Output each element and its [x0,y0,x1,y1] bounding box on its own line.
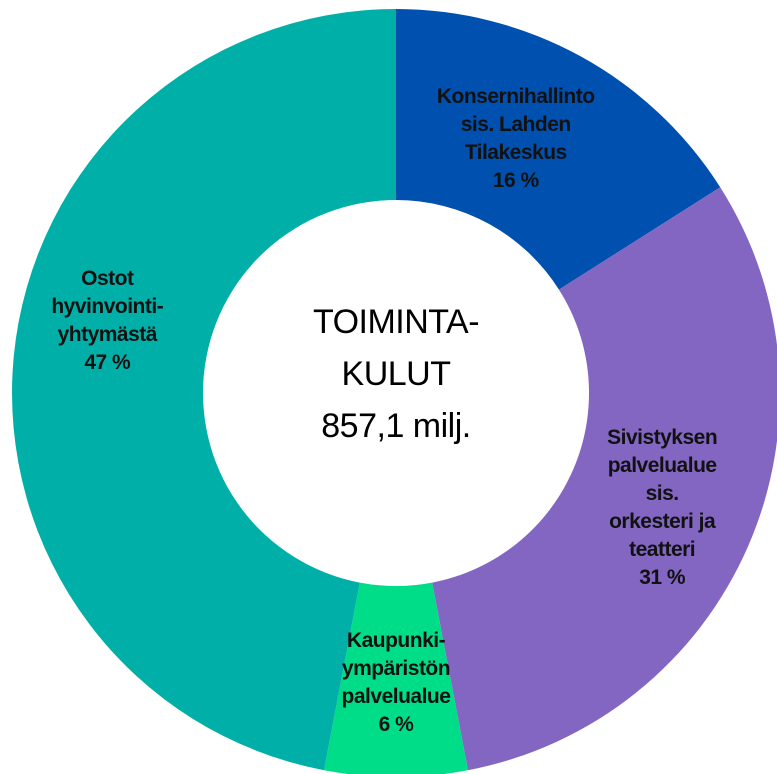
value-label: 31 % [639,566,686,590]
center-text: TOIMINTA- KULUT 857,1 milj. [312,296,480,452]
donut-slice [324,582,468,774]
category-label: Ostot hyvinvointi- yhtymästä [51,266,164,346]
slice-label: Sivistyksen palvelualue sis. orkesteri j… [607,424,718,592]
category-label: Kaupunki- ympäristön palvelualue [341,629,451,708]
value-label: 6 % [378,713,414,736]
slice-label: Konsernihallinto sis. Lahden Tilakeskus 1… [437,83,595,195]
donut-slice [11,9,396,771]
slice-label: Kaupunki- ympäristön palvelualue 6 % [342,627,451,739]
value-label: 16 % [492,168,539,192]
donut-slice [396,9,721,290]
category-label: Konsernihallinto sis. Lahden Tilakeskus [436,84,595,164]
center-line: KULUT [341,355,451,393]
value-label: 47 % [84,350,131,374]
donut-slice [432,187,777,771]
center-line: 857,1 milj. [321,407,471,445]
category-label: Sivistyksen palvelualue sis. orkesteri j… [607,426,718,562]
center-line: TOIMINTA- [312,303,480,341]
slice-label: Ostot hyvinvointi- yhtymästä 47 % [51,265,163,377]
